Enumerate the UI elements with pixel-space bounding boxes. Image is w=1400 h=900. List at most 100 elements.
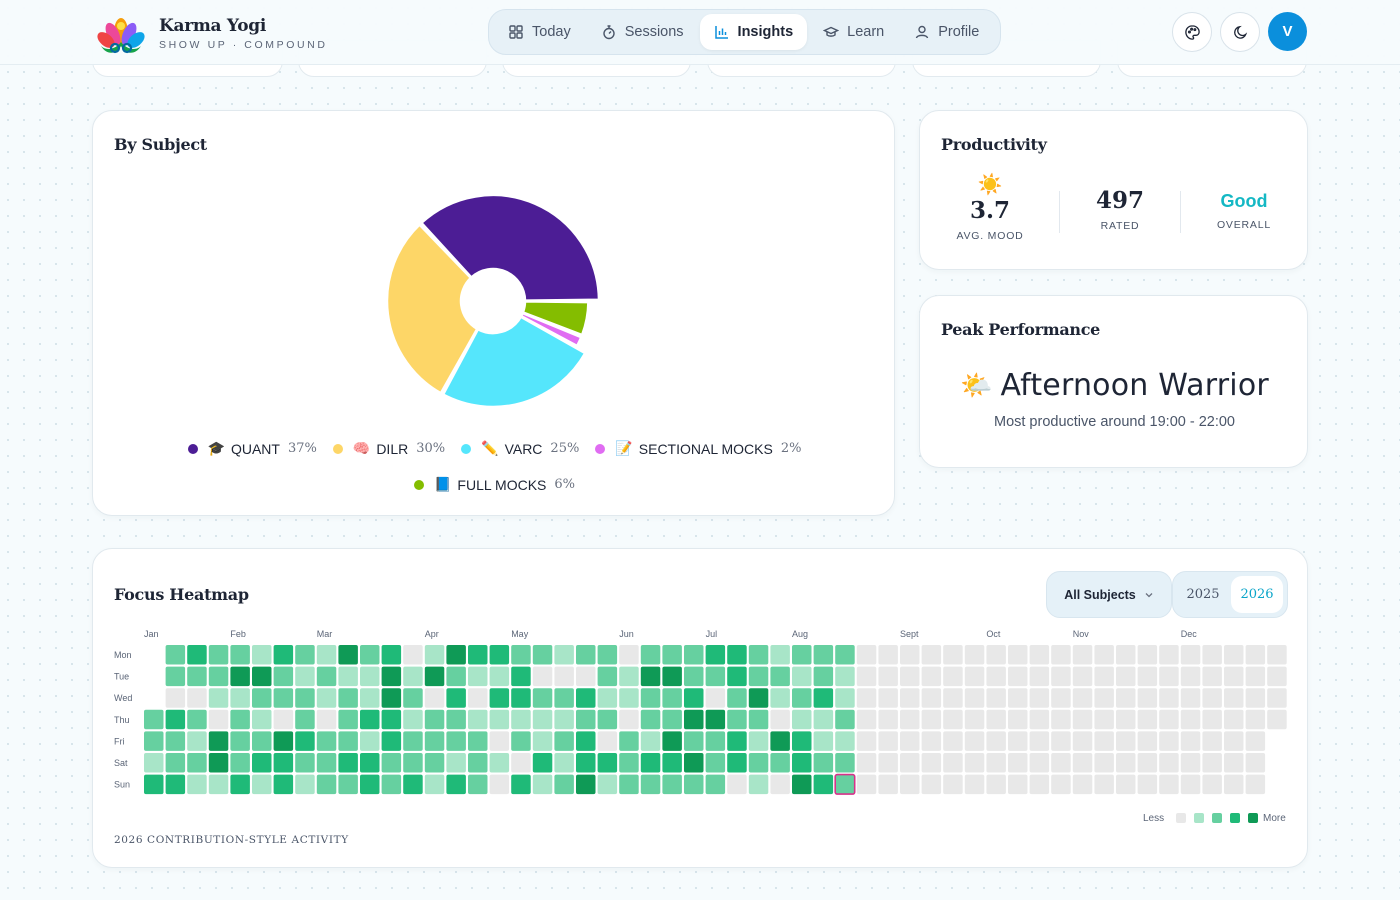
heatmap-cell[interactable] — [619, 709, 639, 730]
heatmap-cell[interactable] — [273, 731, 294, 751]
heatmap-cell[interactable] — [964, 645, 985, 665]
heatmap-cell[interactable] — [1094, 774, 1114, 795]
heatmap-cell[interactable] — [727, 731, 747, 751]
heatmap-cell[interactable] — [446, 645, 466, 665]
heatmap-cell[interactable] — [295, 666, 315, 687]
heatmap-cell[interactable] — [921, 753, 942, 773]
heatmap-cell[interactable] — [1202, 645, 1222, 665]
heatmap-cell[interactable] — [856, 774, 877, 795]
heatmap-cell[interactable] — [1180, 666, 1201, 687]
heatmap-cell[interactable] — [1245, 666, 1266, 687]
heatmap-cell[interactable] — [597, 688, 618, 708]
heatmap-cell[interactable] — [338, 709, 358, 730]
heatmap-cell[interactable] — [468, 774, 488, 795]
heatmap-cell[interactable] — [446, 688, 466, 708]
heatmap-cell[interactable] — [1051, 753, 1071, 773]
heatmap-cell[interactable] — [943, 666, 963, 687]
heatmap-cell[interactable] — [662, 645, 682, 665]
heatmap-cell[interactable] — [187, 645, 207, 665]
heatmap-cell[interactable] — [684, 753, 704, 773]
heatmap-cell[interactable] — [770, 774, 790, 795]
heatmap-cell[interactable] — [986, 709, 1006, 730]
heatmap-cell[interactable] — [1180, 709, 1201, 730]
heatmap-cell[interactable] — [1116, 709, 1136, 730]
heatmap-cell[interactable] — [662, 666, 682, 687]
heatmap-cell[interactable] — [856, 688, 877, 708]
heatmap-cell[interactable] — [230, 666, 250, 687]
legend-item-full-mocks[interactable]: 📘 FULL MOCKS 6% — [413, 476, 575, 493]
heatmap-cell[interactable] — [1029, 731, 1050, 751]
heatmap-cell[interactable] — [856, 709, 877, 730]
heatmap-cell[interactable] — [446, 753, 466, 773]
heatmap-cell[interactable] — [532, 774, 553, 795]
heatmap-cell[interactable] — [1051, 645, 1071, 665]
heatmap-cell[interactable] — [1116, 688, 1136, 708]
heatmap-cell[interactable] — [878, 753, 898, 773]
heatmap-cell[interactable] — [1116, 666, 1136, 687]
heatmap-cell[interactable] — [316, 666, 337, 687]
legend-item-varc[interactable]: ✏️ VARC 25% — [461, 440, 579, 457]
heatmap-cell[interactable] — [532, 688, 553, 708]
heatmap-cell[interactable] — [1137, 731, 1158, 751]
heatmap-cell[interactable] — [489, 645, 510, 665]
heatmap-cell[interactable] — [792, 753, 812, 773]
heatmap-cell[interactable] — [424, 688, 445, 708]
heatmap-cell[interactable] — [252, 709, 272, 730]
heatmap-cell[interactable] — [360, 645, 380, 665]
heatmap-cell[interactable] — [792, 688, 812, 708]
heatmap-cell[interactable] — [187, 688, 207, 708]
theme-palette-button[interactable] — [1172, 12, 1212, 52]
heatmap-cell[interactable] — [295, 688, 315, 708]
heatmap-cell[interactable] — [943, 774, 963, 795]
heatmap-cell[interactable] — [813, 753, 834, 773]
nav-today[interactable]: Today — [494, 14, 585, 50]
heatmap-cell[interactable] — [662, 731, 682, 751]
heatmap-cell[interactable] — [1094, 709, 1114, 730]
heatmap-cell[interactable] — [900, 753, 920, 773]
heatmap-cell[interactable] — [360, 666, 380, 687]
heatmap-cell[interactable] — [360, 709, 380, 730]
heatmap-cell[interactable] — [878, 688, 898, 708]
heatmap-cell[interactable] — [489, 753, 510, 773]
heatmap-cell[interactable] — [295, 753, 315, 773]
year-2026-button[interactable]: 2026 — [1231, 576, 1283, 613]
heatmap-cell[interactable] — [381, 709, 402, 730]
heatmap-cell[interactable] — [576, 774, 596, 795]
heatmap-cell[interactable] — [273, 753, 294, 773]
heatmap-cell[interactable] — [900, 645, 920, 665]
heatmap-cell[interactable] — [835, 709, 855, 730]
heatmap-cell[interactable] — [381, 666, 402, 687]
heatmap-cell[interactable] — [1094, 645, 1114, 665]
heatmap-cell[interactable] — [273, 774, 294, 795]
heatmap-cell[interactable] — [252, 645, 272, 665]
heatmap-cell[interactable] — [619, 688, 639, 708]
heatmap-cell[interactable] — [1159, 753, 1179, 773]
nav-learn[interactable]: Learn — [809, 14, 898, 50]
heatmap-cell[interactable] — [208, 666, 229, 687]
heatmap-cell[interactable] — [1159, 774, 1179, 795]
heatmap-cell[interactable] — [511, 731, 531, 751]
heatmap-cell[interactable] — [640, 731, 661, 751]
pie-slice-quant[interactable] — [419, 193, 601, 302]
heatmap-cell[interactable] — [1051, 666, 1071, 687]
heatmap-cell[interactable] — [748, 666, 769, 687]
heatmap-cell[interactable] — [554, 666, 574, 687]
heatmap-cell[interactable] — [856, 666, 877, 687]
heatmap-cell[interactable] — [1116, 731, 1136, 751]
heatmap-cell[interactable] — [770, 731, 790, 751]
heatmap-cell[interactable] — [813, 688, 834, 708]
heatmap-cell[interactable] — [727, 709, 747, 730]
heatmap-cell[interactable] — [1029, 709, 1050, 730]
heatmap-cell[interactable] — [532, 666, 553, 687]
heatmap-cell[interactable] — [446, 774, 466, 795]
heatmap-cell[interactable] — [230, 774, 250, 795]
heatmap-cell[interactable] — [1008, 774, 1028, 795]
heatmap-cell[interactable] — [403, 645, 423, 665]
heatmap-cell[interactable] — [1267, 666, 1287, 687]
heatmap-cell[interactable] — [1202, 753, 1222, 773]
heatmap-cell[interactable] — [554, 688, 574, 708]
heatmap-cell[interactable] — [252, 753, 272, 773]
heatmap-cell[interactable] — [1072, 753, 1093, 773]
heatmap-cell[interactable] — [554, 753, 574, 773]
heatmap-cell[interactable] — [1224, 666, 1244, 687]
